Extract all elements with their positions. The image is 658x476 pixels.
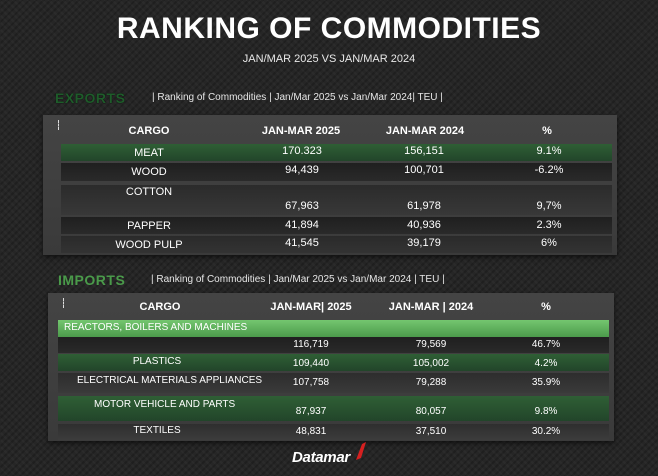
- value-2024: 105,002: [412, 358, 450, 369]
- exports-col-2025: JAN-MAR 2025: [261, 125, 341, 137]
- table-row: COTTON 67,963 61,978 9,7%: [61, 185, 612, 215]
- value-2024: 39,179: [407, 237, 441, 249]
- table-row: WOOD 94,439 100,701 -6.2%: [61, 163, 612, 181]
- table-row: TEXTILES 48,831 37,510 30.2%: [58, 424, 609, 440]
- value-2024: 79,288: [415, 377, 447, 388]
- imports-header-row: CARGO JAN-MAR| 2025 JAN-MAR | 2024 %: [48, 301, 614, 315]
- exports-header-row: CARGO JAN-MAR 2025 JAN-MAR 2024 %: [43, 125, 617, 139]
- value-pct: 30.2%: [531, 426, 561, 437]
- page-subtitle: JAN/MAR 2025 VS JAN/MAR 2024: [242, 53, 416, 65]
- cargo-name: ELECTRICAL MATERIALS APPLIANCES: [77, 375, 263, 386]
- cargo-name: REACTORS, BOILERS AND MACHINES: [64, 322, 248, 333]
- value-pct: -6.2%: [534, 164, 564, 176]
- value-2024: 79,569: [415, 339, 447, 350]
- value-pct: 9.8%: [534, 406, 558, 417]
- cargo-name: PLASTICS: [132, 356, 182, 367]
- value-2025: 87,937: [295, 406, 327, 417]
- table-row: MEAT 170.323 156,151 9.1%: [61, 144, 612, 161]
- value-pct: 4.2%: [534, 358, 558, 369]
- value-2025: 94,439: [285, 164, 319, 176]
- table-row: PAPPER 41,894 40,936 2.3%: [61, 217, 612, 234]
- page-title: RANKING OF COMMODITIES: [116, 12, 542, 45]
- table-tick-mark: [58, 120, 60, 130]
- table-row: PLASTICS 109,440 105,002 4.2%: [58, 354, 609, 371]
- value-2025: 116,719: [293, 339, 329, 350]
- exports-heading: EXPORTS: [55, 90, 126, 106]
- imports-col-2024: JAN-MAR | 2024: [388, 301, 474, 313]
- value-2025: 48,831: [295, 426, 327, 437]
- cargo-name: WOOD PULP: [115, 239, 183, 251]
- exports-col-2024: JAN-MAR 2024: [385, 125, 465, 137]
- table-row-values: 116,719 79,569 46.7%: [58, 337, 609, 353]
- value-2024: 40,936: [407, 219, 441, 231]
- value-2024: 37,510: [415, 426, 447, 437]
- table-row: REACTORS, BOILERS AND MACHINES: [58, 320, 609, 337]
- exports-table: CARGO JAN-MAR 2025 JAN-MAR 2024 % MEAT 1…: [43, 115, 617, 255]
- table-row: WOOD PULP 41,545 39,179 6%: [61, 236, 612, 253]
- cargo-name: COTTON: [125, 186, 173, 198]
- imports-col-pct: %: [541, 301, 551, 313]
- table-row: MOTOR VEHICLE AND PARTS 87,937 80,057 9.…: [58, 396, 609, 421]
- value-2024: 61,978: [407, 200, 441, 212]
- value-2025: 41,545: [285, 237, 319, 249]
- cargo-name: MEAT: [134, 147, 164, 159]
- cargo-name: PAPPER: [127, 220, 171, 232]
- exports-col-pct: %: [542, 125, 552, 137]
- value-2024: 156,151: [404, 145, 444, 157]
- value-2025: 170.323: [282, 145, 322, 157]
- table-row: ELECTRICAL MATERIALS APPLIANCES 107,758 …: [58, 373, 609, 393]
- value-2025: 107,758: [292, 377, 330, 388]
- logo-swoosh-icon: [356, 442, 366, 460]
- cargo-name: MOTOR VEHICLE AND PARTS: [94, 399, 236, 410]
- value-2025: 67,963: [285, 200, 319, 212]
- value-pct: 35.9%: [531, 377, 561, 388]
- value-pct: 9,7%: [536, 200, 562, 212]
- imports-col-cargo: CARGO: [139, 301, 181, 313]
- value-pct: 9.1%: [536, 145, 562, 157]
- value-pct: 6%: [541, 237, 557, 249]
- exports-col-cargo: CARGO: [128, 125, 170, 137]
- cargo-name: WOOD: [131, 166, 167, 178]
- value-2025: 41,894: [285, 219, 319, 231]
- value-pct: 46.7%: [531, 339, 561, 350]
- table-tick-mark: [63, 298, 65, 308]
- imports-heading: IMPORTS: [58, 272, 126, 288]
- value-2024: 80,057: [415, 406, 447, 417]
- value-2025: 109,440: [292, 358, 330, 369]
- imports-table: CARGO JAN-MAR| 2025 JAN-MAR | 2024 % REA…: [48, 293, 614, 441]
- exports-caption: | Ranking of Commodities | Jan/Mar 2025 …: [152, 92, 443, 103]
- imports-col-2025: JAN-MAR| 2025: [270, 301, 352, 313]
- datamar-logo: Datamar: [292, 449, 350, 466]
- cargo-name: TEXTILES: [133, 425, 181, 436]
- value-2024: 100,701: [404, 164, 444, 176]
- value-pct: 2.3%: [536, 219, 562, 231]
- imports-caption: | Ranking of Commodities | Jan/Mar 2025 …: [151, 274, 445, 285]
